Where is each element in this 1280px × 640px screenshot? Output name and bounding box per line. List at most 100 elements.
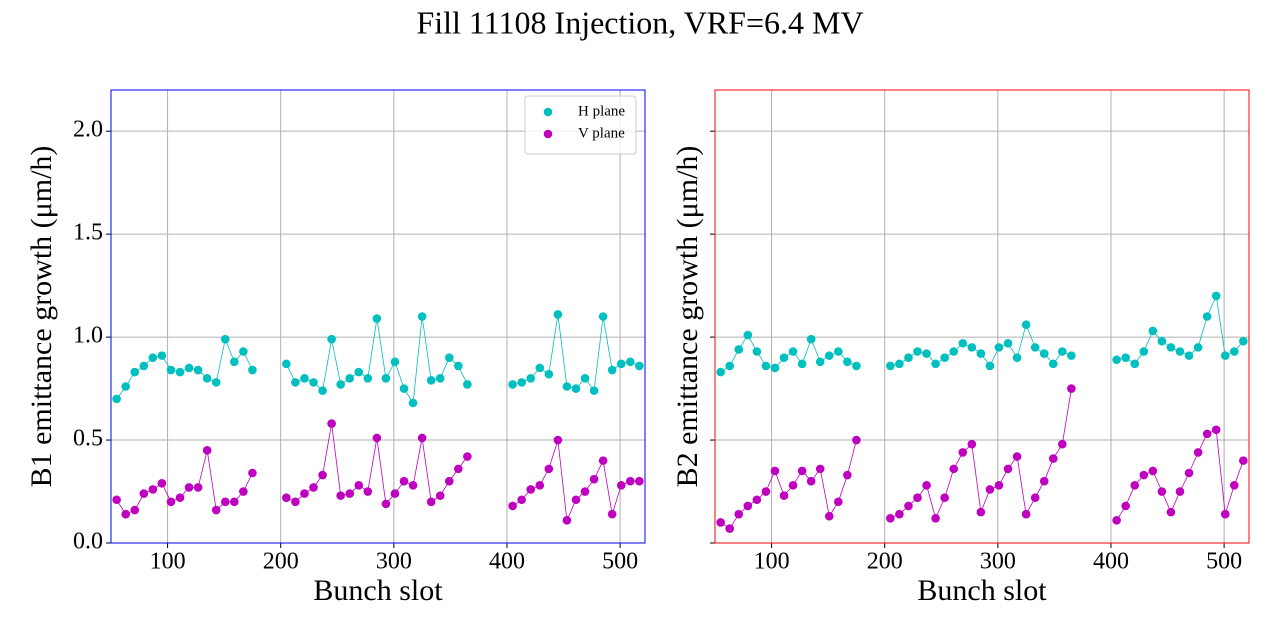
data-point [193,365,203,375]
data-point [372,433,382,443]
data-point [230,357,239,367]
data-point [716,518,725,527]
data-point [444,353,454,362]
data-point [1157,336,1167,346]
data-point [635,361,644,371]
data-point [616,481,626,490]
x-axis-label: Bunch slot [917,574,1047,607]
data-point [1166,343,1176,352]
data-point [553,435,563,445]
x-tick-label: 400 [489,549,525,575]
data-point [770,466,780,476]
data-point [354,481,364,490]
data-point [734,509,744,519]
data-point [886,513,895,523]
data-point [309,378,318,387]
data-point [843,470,852,480]
data-point [1184,468,1194,478]
data-point [426,497,436,507]
data-point [1030,493,1040,503]
legend-label: H plane [578,103,625,119]
data-point [202,373,212,383]
data-point [1012,353,1022,362]
data-point [354,367,364,377]
data-point [363,373,373,383]
data-point [1112,516,1121,525]
data-point [112,495,121,505]
y-tick-label: 0.5 [73,426,103,452]
data-point [571,384,581,393]
data-point [508,380,517,389]
data-point [580,487,590,496]
data-point [121,382,131,391]
x-tick-label: 500 [602,549,638,575]
data-point [220,334,230,344]
data-point [922,349,931,358]
data-point [1039,476,1049,486]
data-point [239,487,248,496]
axes-frame [714,89,1250,544]
y-axis-label: B2 emittance growth (μm/h) [671,146,704,488]
data-point [112,394,121,404]
data-point [381,373,391,383]
data-point [1139,470,1149,480]
subplot: 100 200 300 400 500 0.0 0.5 1.0 1.5 2.0 Bunch slot… [25,89,646,607]
data-point [454,361,463,371]
data-point [1130,359,1140,369]
data-point [408,481,418,490]
legend-box [524,95,637,155]
data-point [535,481,545,490]
data-point [1039,349,1049,358]
data-point [770,363,780,373]
data-point [193,483,203,492]
data-point [553,310,563,319]
y-tick-label: 2.0 [73,117,103,143]
data-point [824,511,834,521]
x-tick-label: 500 [1206,549,1242,575]
x-tick-label: 400 [1093,549,1129,575]
data-point [508,501,517,511]
series-line [720,388,1244,530]
x-tick-label: 200 [263,549,299,575]
data-point [895,359,904,369]
data-point [1058,439,1067,449]
data-point [913,493,922,503]
x-tick-label: 300 [980,549,1016,575]
data-point [1157,487,1167,496]
data-point [1048,454,1058,463]
data-point [372,314,382,323]
subplot: 100 200 300 400 500 Bunch slot B2 emittance gr… [671,89,1250,607]
legend-label: V plane [578,125,625,141]
data-point [779,491,789,500]
x-tick-label: 100 [754,549,790,575]
data-point [1239,456,1248,465]
data-point [895,509,904,519]
data-point [327,334,336,344]
data-point [248,365,257,375]
data-point [463,380,472,389]
data-point [345,373,355,383]
data-point [788,347,798,356]
data-point [580,373,590,383]
data-point [815,357,825,367]
data-point [1184,351,1194,360]
data-point [815,464,825,474]
data-point [994,343,1004,352]
data-point [1229,481,1239,490]
data-point [931,513,940,523]
data-point [408,398,418,408]
data-point [616,359,626,369]
data-point [148,485,158,494]
data-point [1211,291,1221,301]
data-point [589,474,599,484]
data-point [725,524,735,533]
data-point [175,493,185,503]
data-point [526,485,536,494]
data-point [734,345,744,354]
data-point [976,349,986,358]
x-tick-label: 300 [376,549,412,575]
data-point [1175,347,1185,356]
data-point [157,351,167,360]
data-point [761,487,771,496]
data-point [239,347,248,356]
